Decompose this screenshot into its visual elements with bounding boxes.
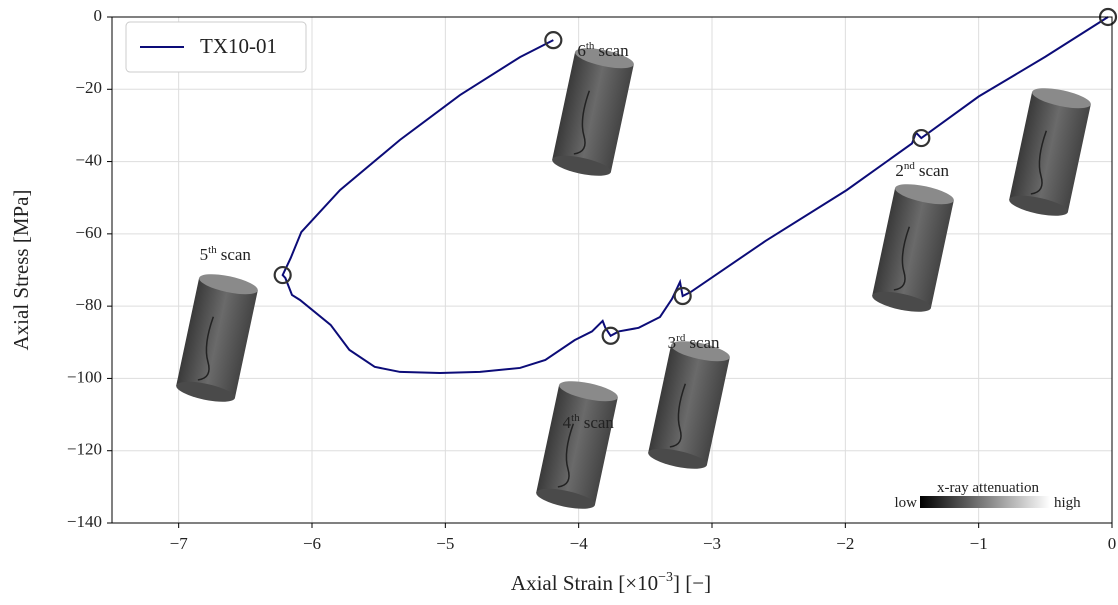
- x-tick-label: −4: [570, 534, 589, 553]
- core-image: [175, 270, 260, 406]
- x-tick-label: −1: [970, 534, 988, 553]
- scan-suffix: th: [571, 412, 580, 424]
- x-axis-label: Axial Strain [×10−3] [−]: [511, 570, 711, 595]
- x-tick-label: −6: [303, 534, 321, 553]
- x-tick-label: −5: [436, 534, 454, 553]
- core-image: [551, 44, 636, 180]
- x-tick-label: −3: [703, 534, 721, 553]
- core-image: [871, 180, 956, 316]
- scan-text: scan: [598, 41, 629, 60]
- scan-ordinal: 6: [577, 41, 586, 60]
- x-label-main: Axial Strain [×10: [511, 571, 658, 595]
- core-body: [536, 385, 618, 505]
- x-tick-label: 0: [1108, 534, 1117, 553]
- y-tick-label: 0: [94, 6, 103, 25]
- core-image: [1008, 84, 1093, 220]
- core-body: [648, 345, 730, 465]
- scan-text: scan: [919, 161, 950, 180]
- core-body: [552, 52, 634, 172]
- scan-suffix: rd: [676, 332, 686, 344]
- chart: 1stscan2ndscan3rdscan4thscan5thscan6thsc…: [0, 0, 1118, 605]
- scan-ordinal: 3: [668, 333, 677, 352]
- scan-suffix: th: [208, 244, 217, 256]
- y-tick-label: −40: [75, 150, 102, 169]
- y-tick-label: −80: [75, 295, 102, 314]
- y-tick-label: −120: [67, 440, 102, 459]
- y-tick-label: −100: [67, 367, 102, 386]
- y-tick-label: −20: [75, 78, 102, 97]
- colorbar-gradient: [920, 496, 1050, 508]
- y-tick-label: −60: [75, 223, 102, 242]
- legend: TX10-01: [126, 22, 306, 72]
- scan-text: scan: [221, 245, 252, 264]
- scan-ordinal: 5: [200, 245, 209, 264]
- x-tick-label: −2: [836, 534, 854, 553]
- colorbar-low: low: [895, 495, 918, 511]
- x-tick-label: −7: [170, 534, 189, 553]
- core-body: [176, 278, 258, 398]
- core-body: [1009, 92, 1091, 212]
- colorbar-title: x-ray attenuation: [937, 480, 1040, 496]
- scan-text: scan: [584, 413, 615, 432]
- legend-label: TX10-01: [200, 34, 277, 58]
- core-body: [872, 188, 954, 308]
- core-image: [647, 337, 732, 473]
- scan-text: scan: [689, 333, 720, 352]
- y-axis-label: Axial Stress [MPa]: [9, 190, 33, 351]
- plot: 1stscan2ndscan3rdscan4thscan5thscan6thsc…: [200, 0, 1118, 432]
- colorbar-high: high: [1054, 495, 1081, 511]
- scan-suffix: nd: [904, 160, 916, 172]
- core-image: [535, 377, 620, 513]
- data-line: [283, 17, 1108, 373]
- y-tick-label: −140: [67, 512, 102, 531]
- colorbar: x-ray attenuation low high: [895, 480, 1082, 511]
- scan-suffix: th: [586, 40, 595, 52]
- x-label-end: ] [−]: [673, 571, 711, 595]
- x-label-sup: −3: [658, 570, 673, 585]
- scan-ordinal: 2: [895, 161, 904, 180]
